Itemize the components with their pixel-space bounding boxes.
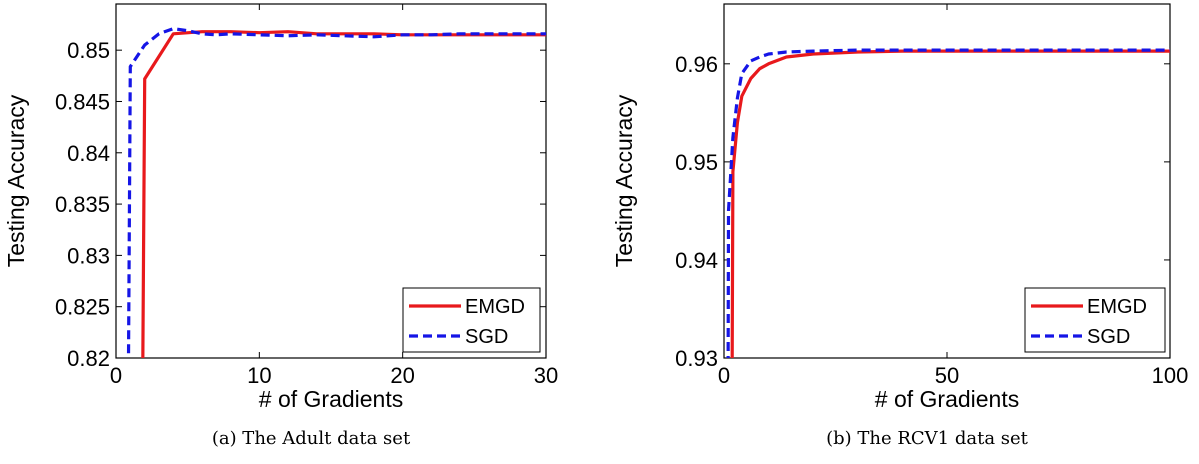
figure-caption: (b) The RCV1 data set — [826, 428, 1029, 449]
x-tick-label: 30 — [534, 363, 558, 388]
series-line-emgd — [730, 49, 1170, 358]
y-tick-label: 0.95 — [675, 150, 718, 175]
legend: EMGD SGD — [1024, 287, 1166, 353]
chart-panel-adult: 0 10 20 30 0.82 0.825 0.83 0.835 0.84 0.845 0.85 # … — [3, 3, 558, 449]
chart-panel-rcv1: 0 50 100 0.93 0.94 0.95 0.96 # of Gradients Test… — [611, 3, 1189, 449]
y-tick-label: 0.94 — [675, 248, 718, 273]
legend-label: EMGD — [465, 296, 525, 318]
y-tick-label: 0.82 — [67, 346, 110, 371]
series-line-sgd — [726, 48, 1170, 358]
y-tick-label: 0.845 — [55, 89, 110, 114]
legend: EMGD SGD — [402, 287, 541, 353]
figure-caption: (a) The Adult data set — [212, 428, 411, 449]
y-tick-label: 0.835 — [55, 192, 110, 217]
x-tick-label: 0 — [110, 363, 122, 388]
y-tick-label: 0.825 — [55, 295, 110, 320]
x-axis-label: # of Gradients — [875, 386, 1019, 412]
x-tick-label: 10 — [247, 363, 271, 388]
y-tick-label: 0.96 — [675, 52, 718, 77]
legend-box — [402, 287, 541, 353]
y-tick-label: 0.85 — [67, 38, 110, 63]
y-tick-label: 0.83 — [67, 243, 110, 268]
x-axis-label: # of Gradients — [259, 386, 403, 412]
legend-label: EMGD — [1087, 296, 1147, 318]
y-tick-label: 0.93 — [675, 346, 718, 371]
x-tick-label: 50 — [935, 363, 959, 388]
series-line-emgd — [141, 30, 546, 358]
y-axis-label: Testing Accuracy — [3, 94, 29, 267]
legend-box — [1024, 287, 1166, 353]
x-tick-label: 20 — [390, 363, 414, 388]
legend-label: SGD — [465, 326, 508, 348]
x-tick-label: 0 — [718, 363, 730, 388]
plot-frame — [115, 3, 547, 359]
x-tick-label: 100 — [1152, 363, 1189, 388]
y-axis-label: Testing Accuracy — [611, 94, 637, 267]
y-tick-label: 0.84 — [67, 141, 110, 166]
legend-label: SGD — [1087, 326, 1130, 348]
